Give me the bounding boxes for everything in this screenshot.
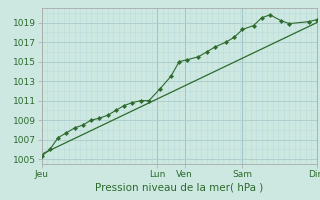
X-axis label: Pression niveau de la mer( hPa ): Pression niveau de la mer( hPa ) [95, 183, 263, 193]
